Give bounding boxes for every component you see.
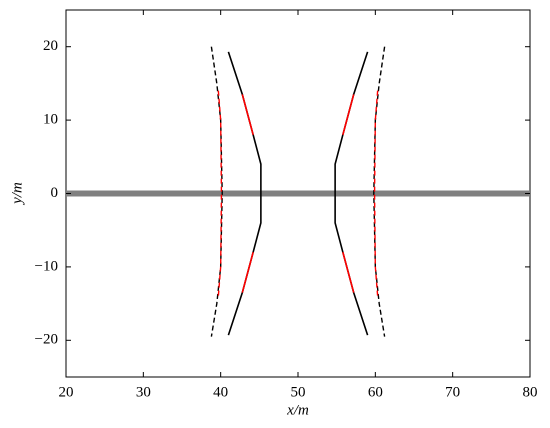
x-tick-label: 20 bbox=[59, 384, 74, 400]
y-tick-label: 20 bbox=[43, 38, 58, 54]
y-tick-label: 0 bbox=[51, 185, 59, 201]
data-line bbox=[210, 46, 223, 337]
x-tick-label: 50 bbox=[291, 384, 306, 400]
x-tick-label: 70 bbox=[445, 384, 460, 400]
data-line bbox=[217, 90, 379, 297]
x-tick-label: 40 bbox=[213, 384, 228, 400]
y-tick-label: −20 bbox=[35, 332, 58, 348]
y-axis-label: y/m bbox=[9, 182, 25, 206]
data-line bbox=[241, 94, 355, 293]
x-tick-label: 60 bbox=[368, 384, 383, 400]
y-tick-label: 10 bbox=[43, 112, 58, 128]
data-line bbox=[373, 46, 386, 337]
y-tick-label: −10 bbox=[35, 258, 58, 274]
x-tick-label: 80 bbox=[523, 384, 538, 400]
x-tick-label: 30 bbox=[136, 384, 151, 400]
x-axis-label: x/m bbox=[286, 402, 309, 418]
